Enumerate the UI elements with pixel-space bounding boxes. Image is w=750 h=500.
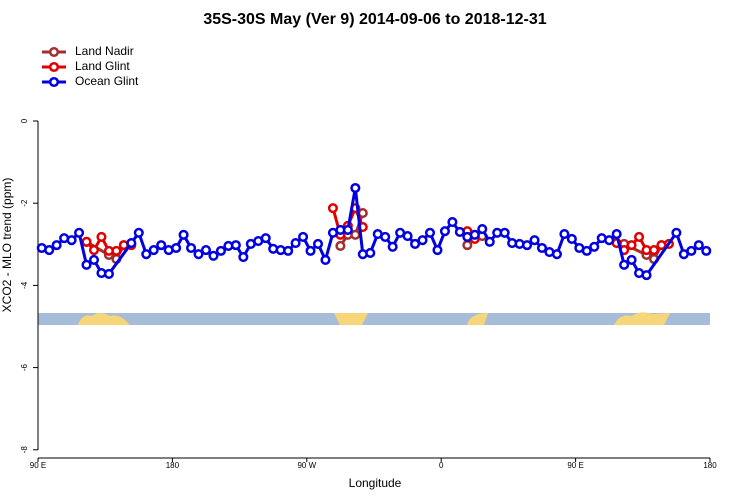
- data-point: [641, 270, 652, 281]
- data-point: [671, 227, 682, 238]
- data-point: [462, 240, 473, 251]
- data-point: [611, 228, 622, 240]
- data-point: [88, 254, 100, 265]
- data-point: [312, 238, 324, 249]
- data-point: [619, 259, 630, 270]
- y-tick-label: -6: [20, 363, 29, 371]
- data-point: [350, 229, 361, 240]
- data-point: [215, 245, 226, 256]
- data-point: [290, 238, 301, 249]
- data-point: [634, 231, 645, 242]
- chart-title: 35S-30S May (Ver 9) 2014-09-06 to 2018-1…: [203, 11, 546, 28]
- data-point: [551, 249, 562, 260]
- data-point: [559, 228, 570, 240]
- data-point: [626, 240, 637, 251]
- data-point: [686, 245, 697, 256]
- data-point: [410, 238, 421, 249]
- data-point: [327, 203, 338, 214]
- data-point: [581, 245, 592, 256]
- data-point: [365, 247, 376, 258]
- data-point: [522, 240, 533, 251]
- data-point: [439, 226, 450, 237]
- data-point: [454, 226, 465, 238]
- x-tick-label: 90 E: [567, 461, 583, 470]
- data-point: [417, 235, 428, 246]
- data-point: [305, 245, 316, 256]
- data-point: [335, 240, 346, 251]
- x-tick-label: 180: [703, 461, 717, 470]
- data-point: [320, 254, 331, 265]
- x-tick-label: 0: [439, 461, 444, 470]
- data-point: [484, 236, 495, 247]
- data-point: [357, 208, 368, 219]
- data-point: [499, 227, 510, 238]
- x-axis-label: Longitude: [349, 476, 402, 490]
- data-point: [298, 231, 309, 242]
- data-point: [424, 227, 436, 238]
- data-point: [74, 227, 85, 238]
- data-point: [141, 249, 152, 260]
- data-point: [111, 245, 122, 256]
- data-point: [350, 182, 361, 194]
- legend-marker: [48, 76, 60, 88]
- legend-label: Land Nadir: [75, 44, 134, 58]
- data-point: [238, 251, 249, 263]
- data-point: [469, 229, 480, 240]
- data-point: [432, 245, 443, 256]
- x-tick-label: 90 W: [297, 461, 316, 470]
- data-point: [380, 231, 391, 242]
- data-point: [536, 242, 548, 254]
- legend-label: Land Glint: [75, 59, 130, 73]
- y-tick-label: -4: [20, 281, 29, 289]
- data-point: [387, 241, 398, 252]
- map-strip: [38, 312, 710, 325]
- data-point: [589, 241, 600, 252]
- data-point: [51, 240, 62, 251]
- data-point: [148, 245, 159, 256]
- y-axis-label: XCO2 - MLO trend (ppm): [0, 178, 14, 313]
- data-point: [701, 245, 712, 256]
- data-point: [126, 238, 137, 249]
- data-point: [626, 254, 637, 265]
- data-point: [529, 235, 540, 246]
- x-tick-label: 180: [166, 461, 180, 470]
- data-point: [193, 249, 204, 260]
- data-point: [156, 240, 167, 251]
- data-point: [171, 242, 182, 254]
- data-point: [693, 240, 704, 251]
- data-point: [604, 235, 615, 246]
- y-tick-label: 0: [20, 118, 29, 123]
- data-point: [81, 259, 92, 270]
- data-point: [186, 242, 197, 254]
- data-point: [133, 227, 144, 238]
- data-point: [96, 231, 107, 242]
- x-tick-label: 90 E: [30, 461, 46, 470]
- data-point: [178, 229, 189, 240]
- data-point: [342, 224, 353, 235]
- data-point: [81, 236, 92, 247]
- data-point: [230, 240, 241, 251]
- data-point: [66, 235, 77, 246]
- data-point: [648, 245, 660, 256]
- data-point: [208, 250, 219, 261]
- legend-label: Ocean Glint: [75, 74, 139, 88]
- data-point: [402, 231, 413, 242]
- y-tick-label: -8: [20, 446, 29, 454]
- data-point: [200, 245, 212, 256]
- data-point: [103, 268, 114, 279]
- y-tick-label: -2: [20, 199, 29, 207]
- legend-marker: [48, 46, 60, 58]
- data-point: [447, 217, 458, 228]
- data-point: [260, 233, 271, 244]
- data-point: [44, 245, 55, 256]
- data-point: [88, 245, 100, 256]
- legend-marker: [48, 61, 60, 73]
- data-point: [477, 224, 488, 235]
- data-point: [566, 233, 577, 245]
- data-point: [283, 245, 294, 256]
